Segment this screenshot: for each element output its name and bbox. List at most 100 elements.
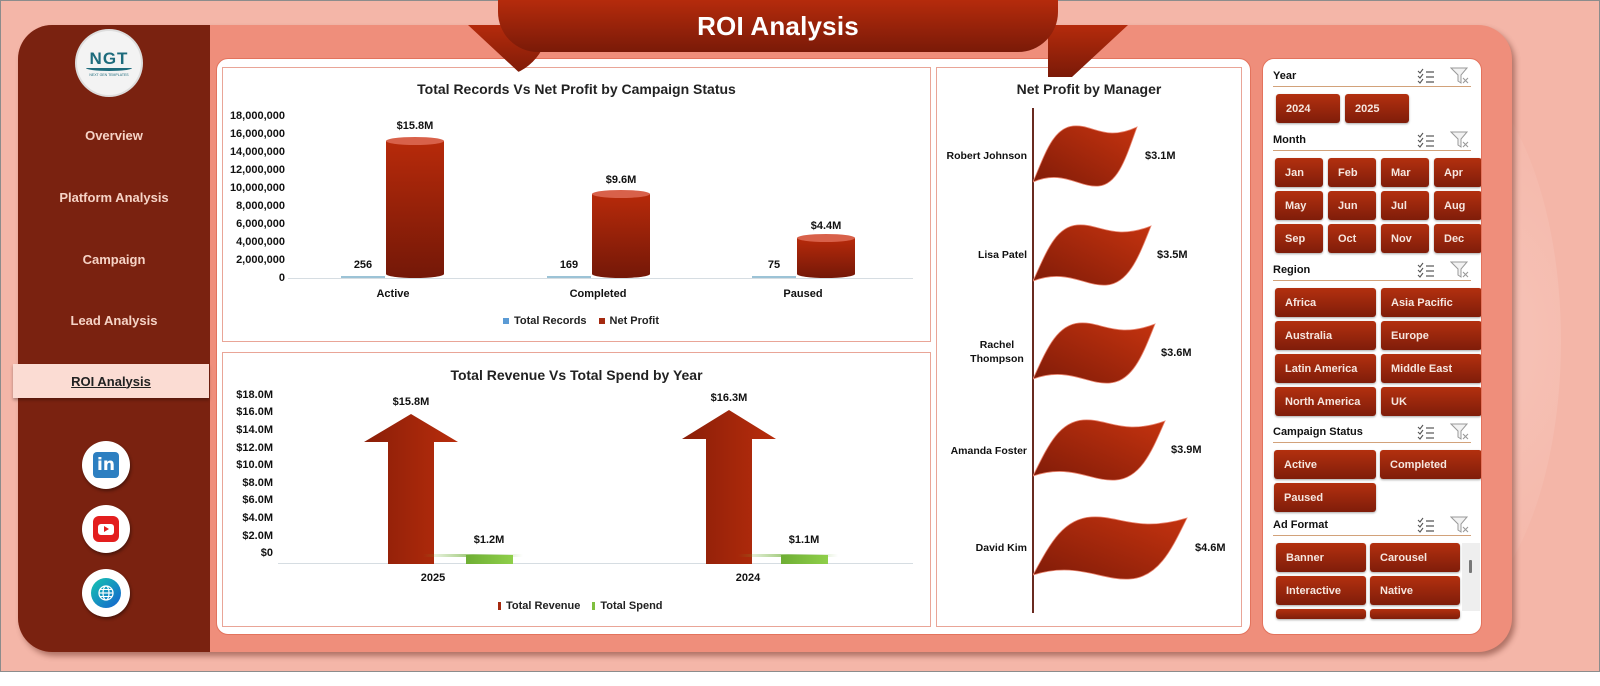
bar-net-profit-rachel-thompson[interactable] (1033, 321, 1157, 385)
y-tick: $6.0M (242, 494, 273, 506)
multi-select-icon[interactable] (1415, 67, 1437, 85)
slicer-option-month[interactable]: Feb (1328, 158, 1376, 187)
slicer-header-region: Region (1273, 259, 1471, 281)
data-label: $15.8M (396, 120, 434, 132)
manager-label: David Kim (975, 542, 1027, 554)
sidebar-item-overview[interactable]: Overview (85, 128, 143, 143)
slicer-title: Campaign Status (1273, 425, 1363, 438)
slicer-option-month[interactable]: Aug (1434, 191, 1481, 220)
bar-net-profit-robert-johnson[interactable] (1033, 124, 1139, 188)
bar-total-spend-2025[interactable] (466, 555, 513, 564)
slicer-option-campaign-status[interactable]: Active (1274, 450, 1376, 479)
x-category: 2024 (735, 572, 761, 584)
slicer-option-month[interactable]: Jan (1275, 158, 1323, 187)
multi-select-icon[interactable] (1415, 423, 1437, 441)
sidebar-item-lead-analysis[interactable]: Lead Analysis (70, 313, 158, 328)
manager-label: Amanda Foster (950, 445, 1027, 457)
bar-total-revenue-2025[interactable] (364, 414, 458, 564)
slicer-option-month[interactable]: Apr (1434, 158, 1481, 187)
slicer-option-month[interactable]: Oct (1328, 224, 1376, 253)
bar-net-profit-active[interactable] (386, 137, 444, 278)
slicer-option-region[interactable]: North America (1275, 387, 1376, 416)
slicer-option-region[interactable]: Middle East (1381, 354, 1481, 383)
y-axis-line (1032, 108, 1034, 613)
y-tick: 12,000,000 (229, 164, 285, 176)
bar-net-profit-david-kim[interactable] (1033, 515, 1189, 581)
clear-filter-icon[interactable] (1449, 261, 1471, 279)
multi-select-icon[interactable] (1415, 516, 1437, 534)
data-label: 75 (767, 259, 781, 271)
legend-item-total-spend[interactable]: Total Spend (592, 600, 663, 612)
slicer-option-month[interactable]: Sep (1275, 224, 1323, 253)
sidebar-item-campaign[interactable]: Campaign (82, 252, 146, 267)
slicer-option-month[interactable]: Mar (1381, 158, 1429, 187)
clear-filter-icon[interactable] (1449, 67, 1471, 85)
slicer-option-year-2024[interactable]: 2024 (1276, 94, 1340, 123)
clear-filter-icon[interactable] (1449, 516, 1471, 534)
bar-total-records-paused[interactable] (752, 276, 796, 278)
y-tick: 10,000,000 (229, 182, 285, 194)
chart-net-profit-by-manager: Net Profit by Manager Robert Johnson $3.… (936, 67, 1242, 627)
slicer-option-ad-format[interactable]: Native (1370, 576, 1460, 605)
slicer-header-month: Month (1273, 129, 1471, 151)
legend-item-net-profit[interactable]: Net Profit (598, 315, 659, 327)
slicer-option-region[interactable]: Australia (1275, 321, 1376, 350)
data-label: $15.8M (392, 396, 430, 408)
data-label: 169 (559, 259, 579, 271)
clear-filter-icon[interactable] (1449, 423, 1471, 441)
linkedin-button[interactable]: in (82, 441, 130, 489)
slicer-scrollbar[interactable] (1462, 543, 1480, 611)
legend-label: Total Revenue (506, 600, 581, 612)
data-label: $4.4M (810, 220, 842, 232)
legend-swatch (592, 602, 596, 611)
slicer-option-month[interactable]: Jul (1381, 191, 1429, 220)
slicer-option-region[interactable]: Latin America (1275, 354, 1376, 383)
legend-swatch (598, 318, 605, 325)
data-label: $1.2M (473, 534, 505, 546)
bar-total-revenue-2024[interactable] (682, 410, 776, 564)
sidebar-item-platform-analysis[interactable]: Platform Analysis (59, 190, 169, 205)
slicer-option-month[interactable]: Dec (1434, 224, 1481, 253)
youtube-button[interactable] (82, 505, 130, 553)
multi-select-icon[interactable] (1415, 261, 1437, 279)
slicer-option-region[interactable]: Europe (1381, 321, 1481, 350)
logo-text: NGT (89, 49, 129, 68)
x-axis-line (278, 563, 913, 564)
slicer-option-ad-format[interactable]: Banner (1276, 543, 1366, 572)
y-tick: $0 (260, 547, 273, 559)
slicer-option-year-2025[interactable]: 2025 (1345, 94, 1409, 123)
website-button[interactable] (82, 569, 130, 617)
slicer-option-campaign-status[interactable]: Paused (1274, 483, 1376, 512)
legend-item-total-revenue[interactable]: Total Revenue (498, 600, 580, 612)
slicer-option-month[interactable]: Nov (1381, 224, 1429, 253)
slicer-option-region[interactable]: UK (1381, 387, 1481, 416)
slicer-panel: Year 2024 2025 Month Jan Feb Mar Apr May… (1262, 58, 1482, 635)
slicer-option-ad-format-partial[interactable] (1276, 609, 1366, 619)
slicer-option-region[interactable]: Asia Pacific (1381, 288, 1481, 317)
data-label: $1.1M (788, 534, 820, 546)
bar-total-records-active[interactable] (341, 276, 385, 278)
slicer-option-month[interactable]: Jun (1328, 191, 1376, 220)
data-label: $9.6M (605, 174, 637, 186)
bar-total-records-completed[interactable] (547, 276, 591, 278)
bar-total-spend-2024[interactable] (781, 555, 828, 564)
slicer-option-campaign-status[interactable]: Completed (1380, 450, 1481, 479)
sidebar-item-roi-analysis[interactable]: ROI Analysis (13, 364, 209, 398)
slicer-option-ad-format[interactable]: Interactive (1276, 576, 1366, 605)
bar-net-profit-lisa-patel[interactable] (1033, 223, 1153, 287)
slicer-option-month[interactable]: May (1275, 191, 1323, 220)
y-tick: 0 (278, 272, 285, 284)
multi-select-icon[interactable] (1415, 131, 1437, 149)
slicer-option-region[interactable]: Africa (1275, 288, 1376, 317)
slicer-option-ad-format-partial[interactable] (1370, 609, 1460, 619)
bar-net-profit-paused[interactable] (797, 234, 855, 278)
bar-net-profit-completed[interactable] (592, 190, 650, 278)
slicer-header-campaign-status: Campaign Status (1273, 421, 1471, 443)
legend-item-total-records[interactable]: Total Records (503, 315, 587, 327)
clear-filter-icon[interactable] (1449, 131, 1471, 149)
slicer-option-ad-format[interactable]: Carousel (1370, 543, 1460, 572)
scrollbar-thumb[interactable] (1469, 560, 1472, 573)
bar-net-profit-amanda-foster[interactable] (1033, 418, 1167, 482)
slicer-header-year: Year (1273, 65, 1471, 87)
y-tick: $18.0M (236, 389, 273, 401)
